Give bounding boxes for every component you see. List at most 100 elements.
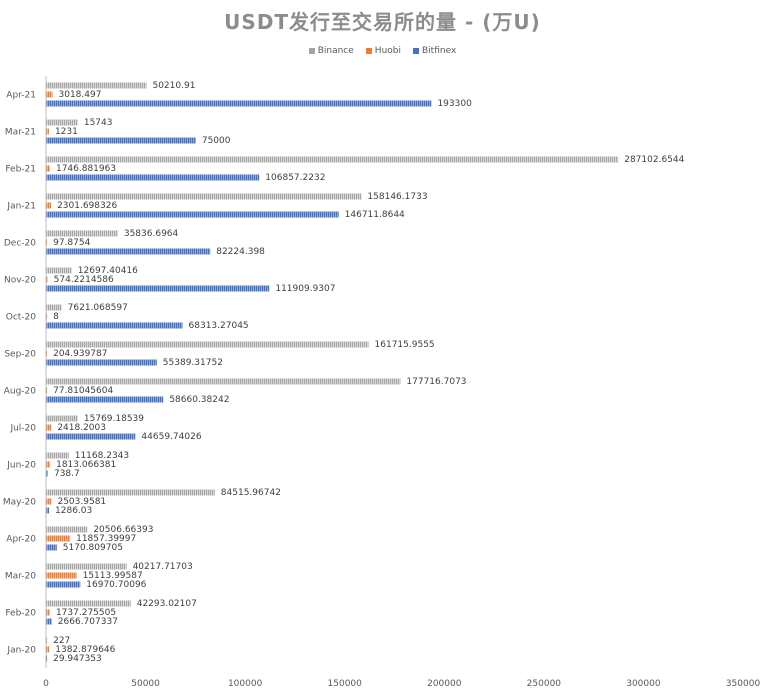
legend-label: Bitfinex (422, 46, 457, 56)
bar-bitfinex (46, 396, 164, 403)
data-label: 738.7 (54, 469, 80, 479)
bar-bitfinex (46, 322, 183, 329)
bar-huobi (46, 572, 77, 579)
bar-binance (46, 637, 48, 644)
bar-binance (46, 304, 62, 311)
y-tick-label: Dec-20 (4, 239, 36, 249)
bar-binance (46, 230, 118, 237)
data-label: 29.947353 (53, 654, 102, 664)
bar-binance (46, 489, 215, 496)
legend-label: Binance (317, 46, 354, 56)
data-label: 1382.879646 (55, 645, 115, 655)
chart-title: USDT发行至交易所的量 - (万U) (224, 10, 541, 34)
data-label: 158146.1733 (367, 192, 427, 202)
y-tick-label: Apr-21 (6, 91, 36, 101)
data-label: 227 (53, 636, 70, 646)
y-tick-label: Jan-21 (6, 202, 36, 212)
legend-item-huobi: Huobi (365, 46, 401, 56)
y-tick-label: May-20 (3, 498, 36, 508)
data-label: 2666.707337 (58, 617, 118, 627)
data-label: 55389.31752 (163, 358, 223, 368)
bar-binance (46, 415, 78, 422)
data-label: 5170.809705 (63, 543, 123, 553)
data-label: 161715.9555 (375, 340, 435, 350)
data-label: 2418.2003 (57, 423, 106, 433)
bar-binance (46, 119, 78, 126)
data-label: 177716.7073 (406, 377, 466, 387)
x-tick-label: 250000 (527, 679, 562, 689)
y-tick-label: Feb-21 (5, 165, 36, 175)
data-label: 287102.6544 (624, 155, 684, 165)
data-label: 15113.99587 (83, 571, 143, 581)
y-tick-label: Jul-20 (9, 424, 36, 434)
bar-binance (46, 600, 131, 607)
data-label: 8 (53, 312, 59, 322)
bar-huobi (46, 313, 48, 320)
bar-bitfinex (46, 507, 50, 514)
bar-huobi (46, 350, 48, 357)
data-label: 35836.6964 (124, 229, 179, 239)
bar-huobi (46, 239, 48, 246)
bar-bitfinex (46, 248, 211, 255)
data-label: 20506.66393 (93, 525, 153, 535)
data-label: 58660.38242 (169, 395, 229, 405)
data-label: 97.8754 (53, 238, 90, 248)
bar-bitfinex (46, 211, 339, 218)
data-label: 42293.02107 (137, 599, 197, 609)
legend: Binance Huobi Bitfinex (0, 46, 765, 56)
bar-bitfinex (46, 544, 57, 551)
bar-huobi (46, 646, 50, 653)
bar-bitfinex (46, 470, 48, 477)
bar-huobi (46, 498, 52, 505)
data-label: 106857.2232 (265, 173, 325, 183)
bar-huobi (46, 276, 48, 283)
data-label: 15743 (84, 118, 113, 128)
data-label: 574.2214586 (54, 275, 114, 285)
bar-huobi (46, 535, 71, 542)
legend-swatch (413, 48, 419, 54)
bar-huobi (46, 387, 48, 394)
data-label: 1231 (55, 127, 78, 137)
legend-swatch (365, 48, 372, 54)
y-tick-label: Sep-20 (4, 350, 36, 360)
y-tick-label: Mar-20 (5, 572, 36, 582)
data-label: 12697.40416 (78, 266, 138, 276)
x-tick-label: 0 (43, 679, 49, 689)
x-tick-label: 150000 (328, 679, 363, 689)
bar-binance (46, 156, 619, 163)
bar-bitfinex (46, 618, 52, 625)
data-label: 1286.03 (55, 506, 92, 516)
data-label: 193300 (437, 99, 472, 109)
data-label: 44659.74026 (141, 432, 201, 442)
bar-huobi (46, 128, 49, 135)
bar-huobi (46, 91, 53, 98)
data-label: 3018.497 (59, 90, 102, 100)
bar-huobi (46, 202, 52, 209)
data-label: 204.939787 (53, 349, 107, 359)
data-label: 2301.698326 (57, 201, 117, 211)
data-label: 11168.2343 (75, 451, 129, 461)
data-label: 11857.39997 (76, 534, 136, 544)
data-label: 15769.18539 (84, 414, 144, 424)
data-label: 1813.066381 (56, 460, 116, 470)
bar-huobi (46, 461, 51, 468)
y-tick-label: Oct-20 (6, 313, 37, 323)
x-tick-label: 50000 (131, 679, 160, 689)
bar-binance (46, 563, 127, 570)
legend-label: Huobi (374, 46, 401, 56)
data-label: 68313.27045 (189, 321, 249, 331)
bar-bitfinex (46, 433, 136, 440)
data-label: 50210.91 (152, 81, 195, 91)
data-label: 7621.068597 (68, 303, 128, 313)
legend-item-binance: Binance (308, 46, 354, 56)
bar-binance (46, 267, 72, 274)
data-label: 40217.71703 (133, 562, 193, 572)
bar-binance (46, 82, 147, 89)
data-label: 16970.70096 (86, 580, 146, 590)
bar-bitfinex (46, 359, 157, 366)
y-tick-label: Feb-20 (5, 609, 36, 619)
bar-huobi (46, 609, 50, 616)
x-tick-label: 100000 (228, 679, 263, 689)
data-label: 75000 (202, 136, 231, 146)
bar-huobi (46, 424, 52, 431)
